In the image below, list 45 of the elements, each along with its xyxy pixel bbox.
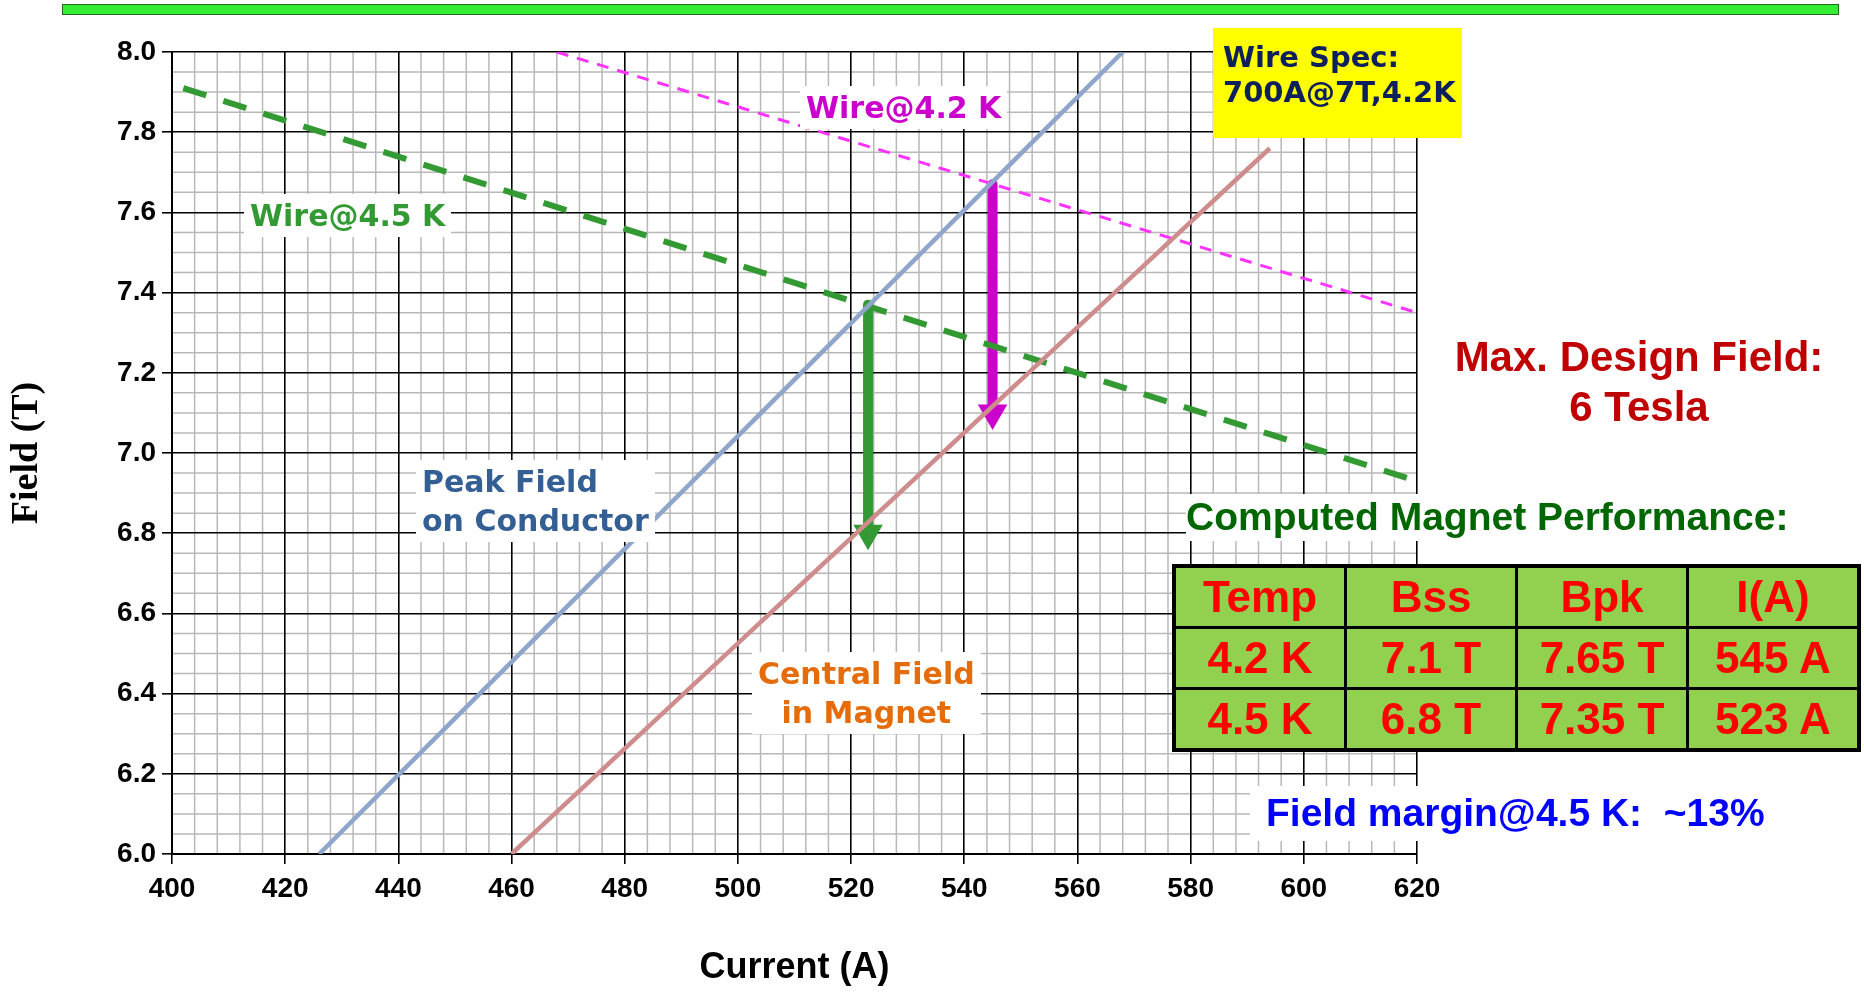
x-axis-title: Current (A) xyxy=(699,945,890,987)
x-tick-label: 540 xyxy=(940,871,988,903)
text: 7.65 T xyxy=(1516,627,1688,689)
x-tick-label: 600 xyxy=(1280,871,1328,903)
text: 7.35 T xyxy=(1516,688,1688,750)
x-tick-label: 560 xyxy=(1054,871,1101,903)
annotation: Wire Spec: 700A@7T,4.2K xyxy=(1213,28,1462,138)
annotation: 6.8 T xyxy=(1345,688,1517,750)
x-tick-label: 520 xyxy=(827,871,875,903)
x-tick-label: 420 xyxy=(261,871,309,903)
text: 523 A xyxy=(1687,688,1859,750)
x-tick-label: 500 xyxy=(714,871,762,903)
series-label: Wire@4.2 K xyxy=(800,86,1008,129)
annotation: Temp xyxy=(1174,566,1346,628)
y-tick-label: 7.0 xyxy=(117,435,156,467)
y-tick-label: 6.8 xyxy=(117,515,156,547)
x-tick-label: 460 xyxy=(488,871,535,903)
text: 545 A xyxy=(1687,627,1859,689)
annotation: 4.5 K xyxy=(1174,688,1346,750)
y-axis-title: Field (T) xyxy=(2,381,46,525)
x-tick-label: 400 xyxy=(148,871,196,903)
series-label: Peak Field on Conductor xyxy=(416,460,655,542)
annotation: Field margin@4.5 K: ~13% xyxy=(1250,786,1781,841)
annotation: Computed Magnet Performance: xyxy=(1186,494,1856,541)
text: I(A) xyxy=(1687,566,1859,628)
y-tick-label: 6.6 xyxy=(117,596,156,628)
x-tick-label: 440 xyxy=(375,871,422,903)
y-tick-label: 6.2 xyxy=(117,756,156,788)
annotation: 4.2 K xyxy=(1174,627,1346,689)
y-tick-label: 8.0 xyxy=(117,34,156,66)
y-tick-label: 7.6 xyxy=(117,195,156,227)
y-tick-label: 7.8 xyxy=(117,114,156,146)
y-tick-label: 7.2 xyxy=(117,355,156,387)
y-tick-label: 7.4 xyxy=(117,275,157,307)
series-label: Wire@4.5 K xyxy=(244,194,452,237)
y-tick-label: 6.4 xyxy=(117,676,157,708)
series-label: Central Field in Magnet xyxy=(752,652,981,734)
text: Bpk xyxy=(1516,566,1688,628)
annotation: Bss xyxy=(1345,566,1517,628)
x-tick-label: 580 xyxy=(1167,871,1214,903)
text: Max. Design Field: 6 Tesla xyxy=(1424,332,1854,433)
annotation: 7.1 T xyxy=(1345,627,1517,689)
x-tick-label: 620 xyxy=(1393,871,1441,903)
x-tick-label: 480 xyxy=(601,871,649,903)
y-tick-label: 6.0 xyxy=(117,836,156,868)
